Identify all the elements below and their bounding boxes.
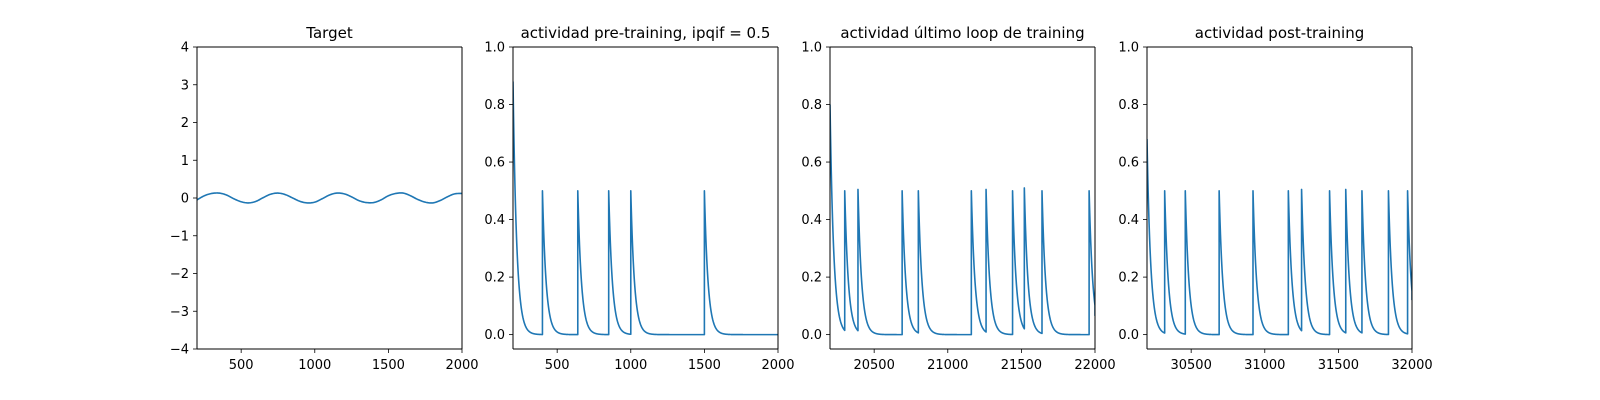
x-tick-label: 2000 [445, 358, 478, 373]
y-tick-label: 0.6 [801, 156, 822, 171]
x-tick-label: 1000 [298, 358, 331, 373]
y-tick-label: 0.8 [1118, 98, 1139, 113]
y-tick-label: 0.4 [801, 213, 822, 228]
series-line [830, 104, 1095, 336]
y-tick-label: 0.6 [1118, 156, 1139, 171]
y-tick-label: 3 [181, 78, 189, 93]
y-tick-label: 0.2 [801, 271, 822, 286]
x-tick-label: 30500 [1170, 358, 1211, 373]
x-tick-label: 1000 [614, 358, 647, 373]
y-tick-label: 2 [181, 116, 189, 131]
x-tick-label: 22000 [1074, 358, 1115, 373]
chart-panel-2: 500 1000 1500 2000 0.0 0.2 0.4 0.6 0.8 1.0 activid… [484, 24, 794, 373]
y-tick-label: 0.2 [1118, 271, 1139, 286]
chart-title: actividad post-training [1195, 24, 1364, 42]
y-tick-label: 0.8 [801, 98, 822, 113]
chart-panel-3: 20500 21000 21500 22000 0.0 0.2 0.4 0.6 0.8 1.0 ac… [801, 24, 1115, 373]
x-tick-label: 21000 [927, 358, 968, 373]
y-tick-label: −1 [170, 229, 189, 244]
y-tick-label: 0.4 [484, 213, 505, 228]
y-tick-label: 1.0 [801, 41, 822, 56]
x-tick-label: 1500 [688, 358, 721, 373]
y-tick-label: 0.0 [1118, 328, 1139, 343]
y-tick-label: −2 [170, 267, 189, 282]
y-tick-label: 1.0 [1118, 41, 1139, 56]
series-line [513, 81, 778, 336]
y-tick-label: 4 [181, 41, 189, 56]
y-tick-label: −4 [170, 343, 189, 358]
x-tick-label: 20500 [853, 358, 894, 373]
series-line [197, 192, 462, 204]
y-tick-label: 0.6 [484, 156, 505, 171]
chart-panel-1: 500 1000 1500 2000 −4 −3 −2 −1 0 1 2 3 4 Target [170, 24, 479, 373]
x-tick-label: 31000 [1244, 358, 1285, 373]
chart-panel-4: 30500 31000 31500 32000 0.0 0.2 0.4 0.6 0.8 1.0 ac… [1118, 24, 1432, 373]
series-line [1147, 139, 1412, 336]
y-tick-label: 0.2 [484, 271, 505, 286]
x-tick-label: 31500 [1318, 358, 1359, 373]
x-tick-label: 500 [545, 358, 570, 373]
y-tick-label: 0.0 [484, 328, 505, 343]
y-tick-label: 0.4 [1118, 213, 1139, 228]
y-tick-label: 0.0 [801, 328, 822, 343]
x-tick-label: 2000 [761, 358, 794, 373]
chart-title: actividad último loop de training [840, 24, 1084, 42]
x-tick-label: 1500 [372, 358, 405, 373]
x-tick-label: 32000 [1391, 358, 1432, 373]
y-tick-label: 1.0 [484, 41, 505, 56]
x-tick-label: 21500 [1001, 358, 1042, 373]
y-tick-label: 0 [181, 192, 189, 207]
chart-title: Target [305, 24, 353, 42]
y-tick-label: −3 [170, 305, 189, 320]
chart-title: actividad pre-training, ipqif = 0.5 [521, 24, 771, 42]
y-tick-label: 1 [181, 154, 189, 169]
x-tick-label: 500 [229, 358, 254, 373]
y-tick-label: 0.8 [484, 98, 505, 113]
